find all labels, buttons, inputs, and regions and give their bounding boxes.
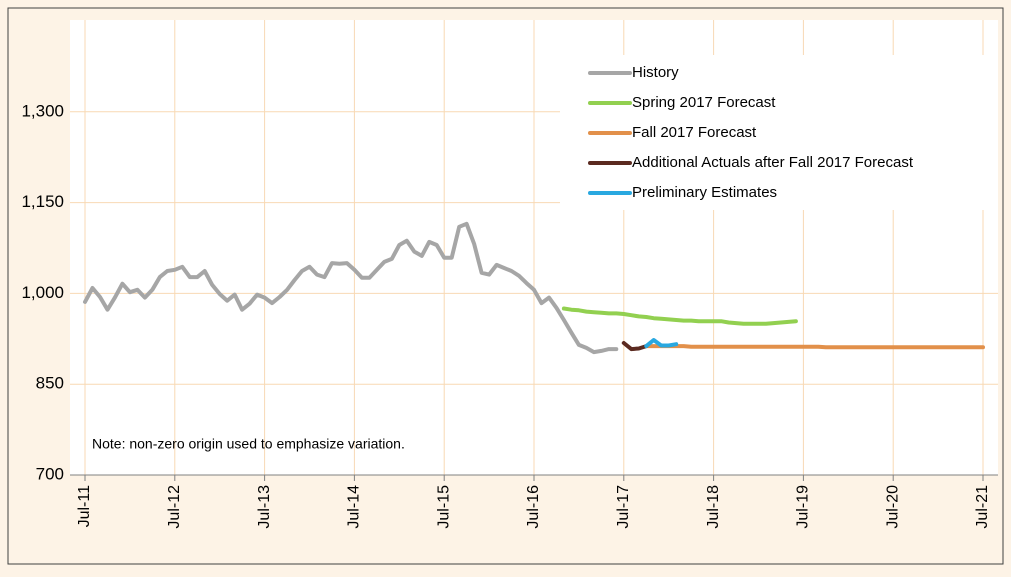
x-tick-label: Jul-17: [615, 485, 632, 529]
legend-label: Fall 2017 Forecast: [632, 124, 757, 141]
x-tick-label: Jul-18: [705, 485, 722, 529]
x-tick-label: Jul-12: [166, 485, 183, 529]
legend-label: Preliminary Estimates: [632, 184, 777, 201]
x-tick-label: Jul-11: [76, 485, 93, 527]
y-tick-label: 1,150: [21, 192, 64, 211]
x-tick-label: Jul-20: [884, 485, 901, 529]
series-line: [561, 306, 798, 326]
y-tick-label: 1,000: [21, 283, 64, 302]
x-tick-label: Jul-21: [974, 485, 991, 529]
y-tick-label: 1,300: [21, 101, 64, 120]
y-tick-label: 850: [36, 374, 64, 393]
note: Note: non-zero origin used to emphasize …: [92, 436, 405, 452]
y-tick-label: 700: [36, 464, 64, 483]
series-line: [644, 344, 985, 350]
series-line: [621, 341, 649, 352]
x-tick-label: Jul-14: [346, 485, 363, 529]
x-tick-label: Jul-15: [435, 485, 452, 529]
x-tick-label: Jul-19: [795, 485, 812, 529]
x-tick-label: Jul-13: [256, 485, 273, 529]
series-line: [644, 338, 679, 349]
legend-label: Spring 2017 Forecast: [632, 94, 776, 111]
legend: [560, 55, 998, 210]
series-line: [83, 221, 619, 355]
legend-label: History: [632, 64, 679, 81]
legend-label: Additional Actuals after Fall 2017 Forec…: [632, 154, 914, 171]
x-tick-label: Jul-16: [525, 485, 542, 529]
